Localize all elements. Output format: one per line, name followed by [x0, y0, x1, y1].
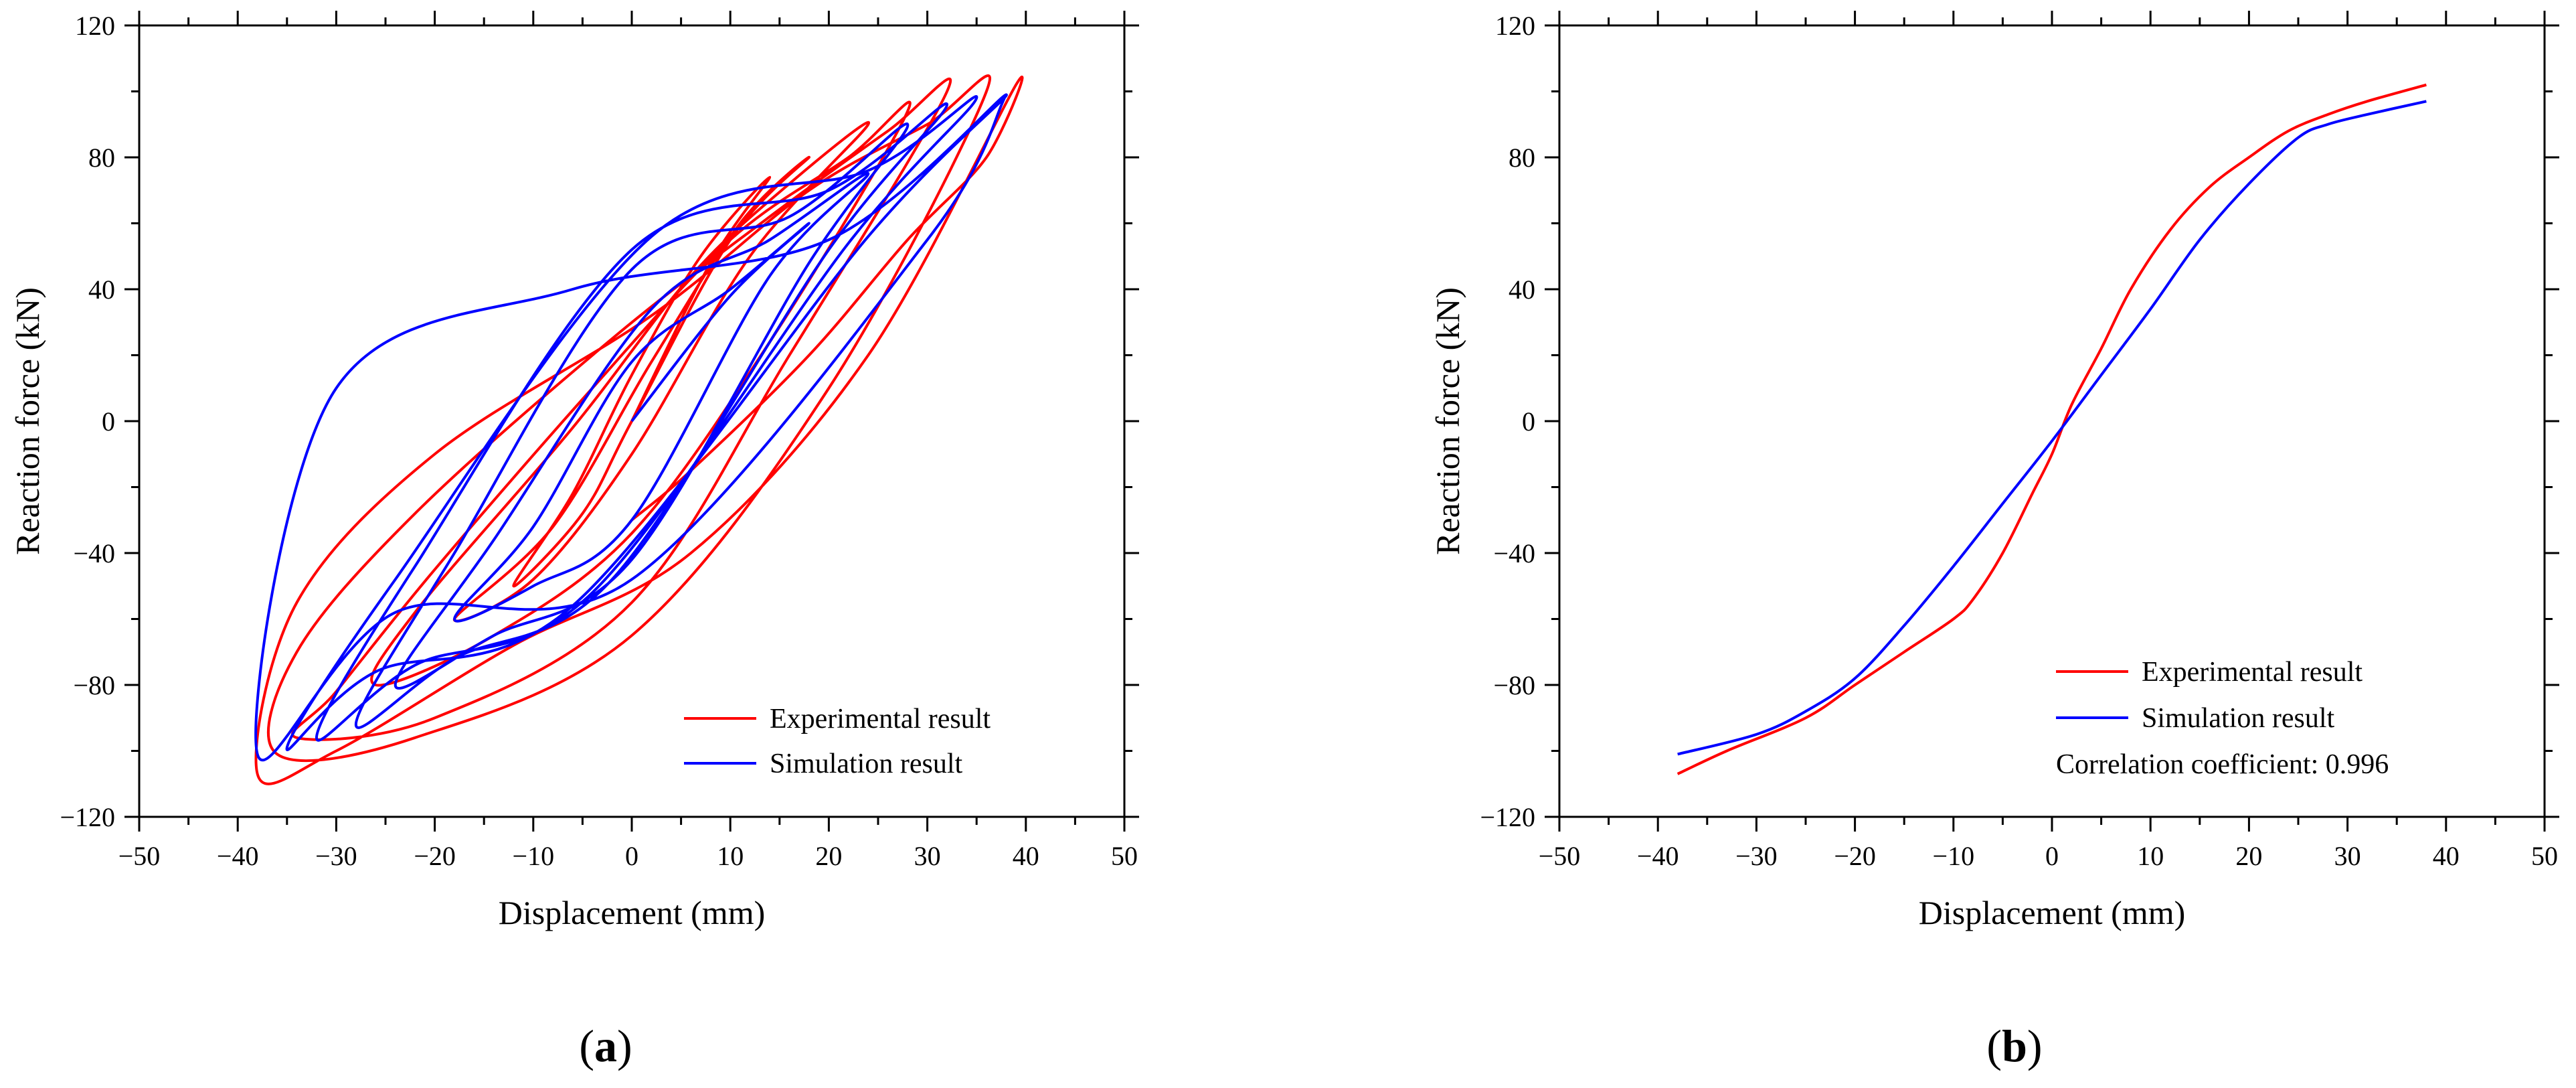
x-tick-label: 30	[914, 841, 941, 871]
legend-label-experimental: Experimental result	[2142, 657, 2363, 688]
y-tick-label: −80	[1493, 670, 1535, 700]
x-tick-label: 30	[2334, 841, 2361, 871]
x-tick-label: −40	[217, 841, 259, 871]
x-tick-label: 0	[2045, 841, 2059, 871]
series-line-simulation	[1677, 100, 2427, 756]
x-tick-label: 20	[815, 841, 842, 871]
chart-panel-b: −50 −40 −30 −20 −10 0 10 20 30 40 50 −120 −80 −40 0 40 8…	[1429, 11, 2559, 1071]
y-tick-label: −120	[60, 802, 115, 832]
x-axis-title: Displacement (mm)	[1919, 894, 2186, 931]
legend-label-simulation: Simulation result	[770, 749, 962, 779]
y-tick-label: 120	[1495, 11, 1535, 41]
panel-label: (b)	[1986, 1020, 2042, 1071]
x-tick-label: −50	[1539, 841, 1581, 871]
series-line-simulation	[254, 93, 1008, 762]
x-tick-label: −10	[513, 841, 555, 871]
x-tick-label: −20	[414, 841, 456, 871]
correlation-annotation: Correlation coefficient: 0.996	[2056, 749, 2389, 780]
y-axis-title: Reaction force (kN)	[1429, 287, 1466, 555]
y-tick-label: 80	[88, 143, 115, 173]
x-tick-label: 10	[2137, 841, 2164, 871]
y-axis-title: Reaction force (kN)	[9, 287, 46, 555]
legend-label-experimental: Experimental result	[770, 704, 991, 734]
y-tick-label: 120	[75, 11, 115, 41]
y-tick-label: 40	[1509, 275, 1535, 305]
x-tick-label: 50	[2531, 841, 2558, 871]
legend-label-simulation: Simulation result	[2142, 703, 2334, 734]
x-tick-label: −30	[315, 841, 357, 871]
y-tick-label: −40	[73, 538, 115, 568]
x-tick-label: 50	[1111, 841, 1138, 871]
y-tick-label: −120	[1480, 802, 1535, 832]
y-tick-label: 80	[1509, 143, 1535, 173]
x-tick-label: 0	[625, 841, 638, 871]
x-axis-title: Displacement (mm)	[499, 894, 766, 931]
x-tick-label: −40	[1637, 841, 1679, 871]
x-tick-label: −10	[1933, 841, 1975, 871]
x-tick-label: −20	[1834, 841, 1876, 871]
plot-frame	[1558, 24, 2546, 818]
y-tick-label: −40	[1493, 538, 1535, 568]
series-line-experimental	[254, 74, 1024, 785]
y-tick-label: 0	[102, 406, 115, 437]
legend: Experimental result Simulation result	[2056, 657, 2363, 734]
series-line-experimental	[1677, 83, 2427, 775]
y-tick-label: 40	[88, 275, 115, 305]
x-tick-label: 40	[2433, 841, 2460, 871]
legend: Experimental result Simulation result	[684, 704, 991, 779]
x-tick-label: 20	[2235, 841, 2262, 871]
x-tick-label: 40	[1013, 841, 1039, 871]
chart-panel-a: −50 −40 −30 −20 −10 0 10 20 30 40 50 −120 −80 −40 0 40 8…	[9, 11, 1139, 1071]
y-tick-label: −80	[73, 670, 115, 700]
y-tick-label: 0	[1522, 406, 1535, 437]
panel-label: (a)	[579, 1020, 632, 1071]
x-tick-label: 10	[717, 841, 744, 871]
x-tick-label: −50	[118, 841, 161, 871]
x-tick-label: −30	[1735, 841, 1778, 871]
